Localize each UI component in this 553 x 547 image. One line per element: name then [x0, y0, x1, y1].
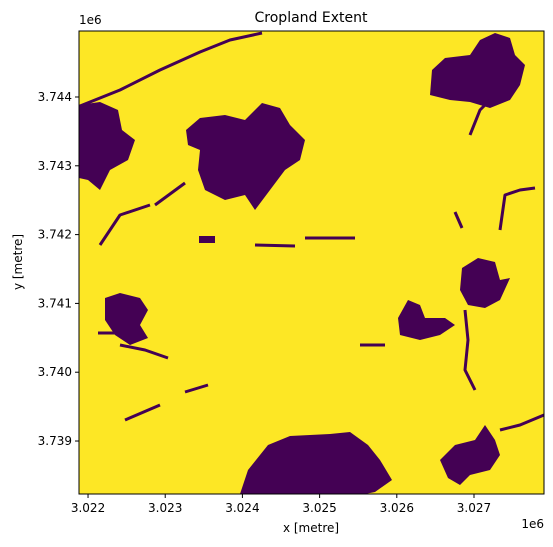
y-tick-label: 3.739 [38, 434, 72, 448]
strip [468, 98, 492, 136]
x-tick-label: 3.027 [457, 501, 491, 515]
x-tick-label: 3.022 [71, 501, 105, 515]
strip [154, 181, 186, 207]
y-tick-label: 3.743 [38, 159, 72, 173]
region [460, 258, 510, 308]
region [240, 432, 392, 494]
x-tick-label: 3.023 [148, 501, 182, 515]
y-tick-label: 3.744 [38, 90, 72, 104]
y-tick-label: 3.742 [38, 228, 72, 242]
strip [498, 186, 536, 231]
plot-frame [78, 30, 545, 495]
region [79, 102, 135, 190]
strip [254, 243, 296, 248]
region [186, 103, 305, 210]
x-axis-label: x [metre] [283, 521, 339, 535]
chart-title: Cropland Extent [255, 10, 368, 26]
strip [119, 343, 169, 360]
y-axis-label: y [metre] [11, 234, 25, 290]
y-offset-label: 1e6 [79, 13, 102, 27]
strip [98, 203, 151, 246]
x-tick-label: 3.024 [225, 501, 259, 515]
strip [463, 309, 477, 391]
y-tick-label: 3.740 [38, 365, 72, 379]
strip [184, 383, 209, 394]
x-offset-label: 1e6 [521, 517, 544, 531]
region [440, 425, 500, 485]
region [199, 236, 215, 243]
x-tick-label: 3.025 [302, 501, 336, 515]
region [398, 300, 455, 340]
cropland-raster [79, 31, 544, 494]
x-tick-label: 3.026 [380, 501, 414, 515]
region [430, 33, 525, 108]
strip [453, 211, 464, 229]
strip [499, 413, 545, 432]
y-tick-label: 3.741 [38, 296, 72, 310]
non-crop-features [79, 31, 545, 494]
strip [79, 31, 263, 108]
strip [124, 403, 161, 422]
